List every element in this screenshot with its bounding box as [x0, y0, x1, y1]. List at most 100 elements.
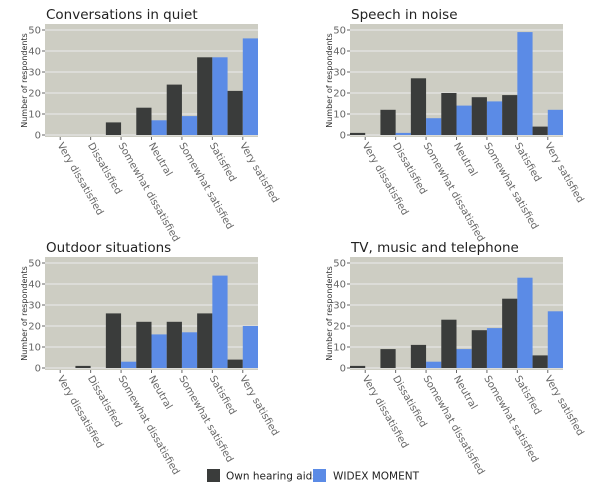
y-tick-label: 50 — [333, 259, 346, 270]
chart-title: Speech in noise — [351, 7, 458, 23]
bar-own-hearing-aids — [75, 365, 91, 368]
bar-own-hearing-aids — [197, 57, 213, 135]
y-tick-label: 10 — [333, 110, 346, 121]
bar-widex-moment — [547, 109, 563, 135]
legend-swatch-own — [207, 469, 220, 482]
x-tick-label: Neutral — [451, 374, 479, 411]
bar-widex-moment — [151, 120, 167, 135]
bar-widex-moment — [151, 334, 167, 368]
bar-widex-moment — [517, 277, 533, 368]
x-tick-label: Neutral — [146, 141, 174, 178]
x-tick-label: Satisfied — [512, 141, 543, 184]
y-tick-label: 0 — [35, 131, 41, 142]
y-tick-label: 0 — [340, 131, 346, 142]
y-tick-label: 0 — [340, 364, 346, 375]
bar-own-hearing-aids — [380, 109, 396, 135]
bar-own-hearing-aids — [380, 349, 396, 368]
y-tick-label: 50 — [333, 26, 346, 37]
y-tick-label: 50 — [28, 26, 41, 37]
y-tick-label: 20 — [28, 322, 41, 333]
x-tick-label: Somewhat dissatisfied — [420, 141, 486, 244]
y-tick-label: 50 — [28, 259, 41, 270]
x-tick-label: Satisfied — [207, 141, 238, 184]
chart-title: Outdoor situations — [46, 240, 171, 256]
bar-widex-moment — [456, 349, 472, 368]
y-tick-label: 30 — [28, 301, 41, 312]
y-axis-label: Number of respondents — [325, 266, 334, 361]
bar-widex-moment — [547, 311, 563, 368]
x-tick-label: Somewhat satisfied — [481, 374, 540, 465]
x-tick-label: Very satisfied — [237, 374, 280, 438]
bar-own-hearing-aids — [502, 298, 518, 368]
x-tick-label: Somewhat satisfied — [176, 141, 235, 232]
bar-own-hearing-aids — [136, 321, 152, 368]
y-tick-label: 40 — [333, 47, 346, 58]
legend: Own hearing aids WIDEX MOMENT — [207, 469, 420, 483]
y-tick-label: 20 — [28, 89, 41, 100]
y-tick-label: 30 — [333, 68, 346, 79]
bar-own-hearing-aids — [105, 122, 122, 135]
bar-own-hearing-aids — [227, 359, 243, 368]
bar-own-hearing-aids — [441, 319, 457, 368]
x-tick-label: Somewhat dissatisfied — [115, 141, 181, 244]
bar-own-hearing-aids — [410, 78, 427, 135]
bar-widex-moment — [212, 57, 228, 135]
x-tick-label: Neutral — [451, 141, 479, 178]
bar-own-hearing-aids — [441, 93, 457, 135]
y-tick-label: 40 — [28, 47, 41, 58]
y-tick-label: 10 — [28, 110, 41, 121]
y-tick-label: 0 — [35, 364, 41, 375]
y-tick-label: 20 — [333, 322, 346, 333]
bar-own-hearing-aids — [136, 107, 152, 135]
bar-widex-moment — [517, 32, 533, 135]
bar-own-hearing-aids — [502, 95, 518, 135]
x-tick-label: Somewhat dissatisfied — [115, 374, 181, 477]
x-tick-label: Somewhat satisfied — [176, 374, 235, 465]
bar-widex-moment — [426, 118, 442, 135]
chart-title: Conversations in quiet — [46, 7, 198, 23]
bar-widex-moment — [486, 101, 503, 135]
legend-swatch-widex — [313, 469, 326, 482]
bar-own-hearing-aids — [197, 313, 213, 368]
legend-label-own: Own hearing aids — [226, 471, 318, 483]
bar-own-hearing-aids — [532, 126, 548, 135]
y-tick-label: 20 — [333, 89, 346, 100]
y-tick-label: 10 — [333, 343, 346, 354]
x-tick-label: Somewhat satisfied — [481, 141, 540, 232]
bar-own-hearing-aids — [105, 313, 122, 368]
bar-widex-moment — [395, 132, 411, 135]
bar-widex-moment — [486, 328, 503, 368]
x-tick-label: Very satisfied — [237, 141, 280, 205]
y-axis-label: Number of respondents — [325, 33, 334, 128]
bar-own-hearing-aids — [166, 321, 182, 368]
bar-own-hearing-aids — [350, 365, 366, 368]
bar-own-hearing-aids — [471, 330, 487, 368]
chart-panel: Conversations in quiet 0 10 20 30 40 50Number … — [20, 7, 280, 244]
y-axis-label: Number of respondents — [20, 33, 29, 128]
x-tick-label: Somewhat dissatisfied — [420, 374, 486, 477]
y-tick-label: 10 — [28, 343, 41, 354]
bar-own-hearing-aids — [227, 90, 243, 135]
bar-own-hearing-aids — [532, 355, 548, 368]
y-tick-label: 40 — [333, 280, 346, 291]
bar-widex-moment — [426, 361, 442, 368]
bar-widex-moment — [242, 326, 258, 368]
y-tick-label: 40 — [28, 280, 41, 291]
legend-label-widex: WIDEX MOMENT — [333, 471, 420, 483]
chart-title: TV, music and telephone — [350, 240, 519, 256]
chart-panel: TV, music and telephone 0 10 20 30 40 50Number… — [325, 240, 585, 477]
x-tick-label: Very satisfied — [542, 374, 585, 438]
x-tick-label: Very satisfied — [542, 141, 585, 205]
bar-widex-moment — [242, 38, 258, 135]
bar-own-hearing-aids — [350, 132, 366, 135]
y-axis-label: Number of respondents — [20, 266, 29, 361]
bar-own-hearing-aids — [471, 97, 487, 135]
x-tick-label: Satisfied — [512, 374, 543, 417]
bar-widex-moment — [456, 105, 472, 135]
y-tick-label: 30 — [333, 301, 346, 312]
bar-own-hearing-aids — [410, 344, 427, 368]
bar-own-hearing-aids — [166, 84, 182, 135]
